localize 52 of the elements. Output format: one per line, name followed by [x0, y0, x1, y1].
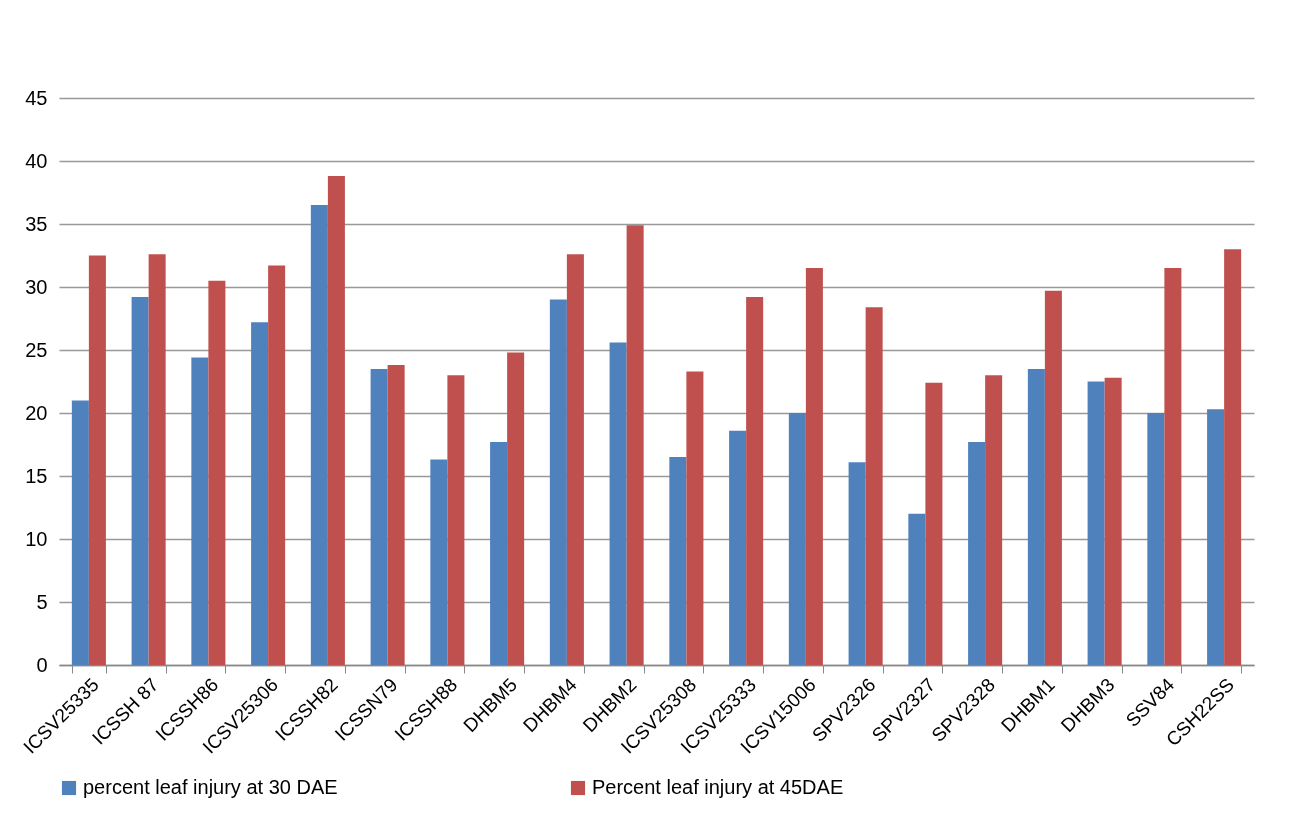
bar	[88, 255, 106, 665]
bar	[729, 430, 747, 665]
bar	[370, 368, 388, 665]
bar	[686, 371, 704, 665]
bar	[968, 441, 986, 665]
bar	[430, 459, 448, 665]
bar	[507, 352, 525, 665]
bar	[490, 441, 508, 665]
bar	[327, 176, 345, 665]
bar	[566, 254, 584, 665]
y-tick-label: 30	[25, 275, 48, 298]
y-tick-label: 45	[25, 86, 48, 109]
bar	[1224, 249, 1242, 665]
bar	[805, 268, 823, 665]
bar	[848, 462, 866, 665]
bar	[71, 400, 89, 665]
bar	[1044, 290, 1062, 665]
bar	[788, 413, 806, 665]
bar	[268, 265, 286, 665]
bar	[310, 205, 328, 665]
bar	[908, 513, 926, 665]
bar	[1027, 368, 1045, 665]
bar	[208, 280, 226, 665]
bar	[1147, 413, 1165, 665]
bar	[669, 457, 687, 665]
y-tick-label: 20	[25, 401, 48, 424]
bar	[191, 357, 209, 665]
bar	[865, 307, 883, 665]
legend-label: percent leaf injury at 30 DAE	[83, 776, 338, 798]
y-tick-label: 40	[25, 149, 48, 172]
y-tick-label: 10	[25, 527, 48, 550]
bar	[251, 322, 269, 665]
bar	[447, 375, 465, 665]
bar	[1207, 409, 1225, 665]
y-tick-label: 25	[25, 338, 48, 361]
bar	[148, 254, 166, 665]
bar	[626, 225, 644, 665]
y-tick-label: 5	[36, 590, 48, 613]
bar	[1087, 381, 1105, 665]
bar	[925, 382, 943, 665]
bar	[549, 299, 567, 665]
bar	[387, 365, 405, 665]
bar	[1164, 268, 1182, 665]
y-tick-label: 15	[25, 464, 48, 487]
bar	[985, 375, 1003, 665]
bar	[746, 297, 764, 665]
bar	[1104, 377, 1122, 665]
y-tick-label: 0	[36, 653, 48, 676]
bar	[609, 342, 627, 665]
y-tick-label: 35	[25, 212, 48, 235]
legend-label: Percent leaf injury at 45DAE	[592, 776, 844, 798]
bar	[131, 297, 149, 665]
